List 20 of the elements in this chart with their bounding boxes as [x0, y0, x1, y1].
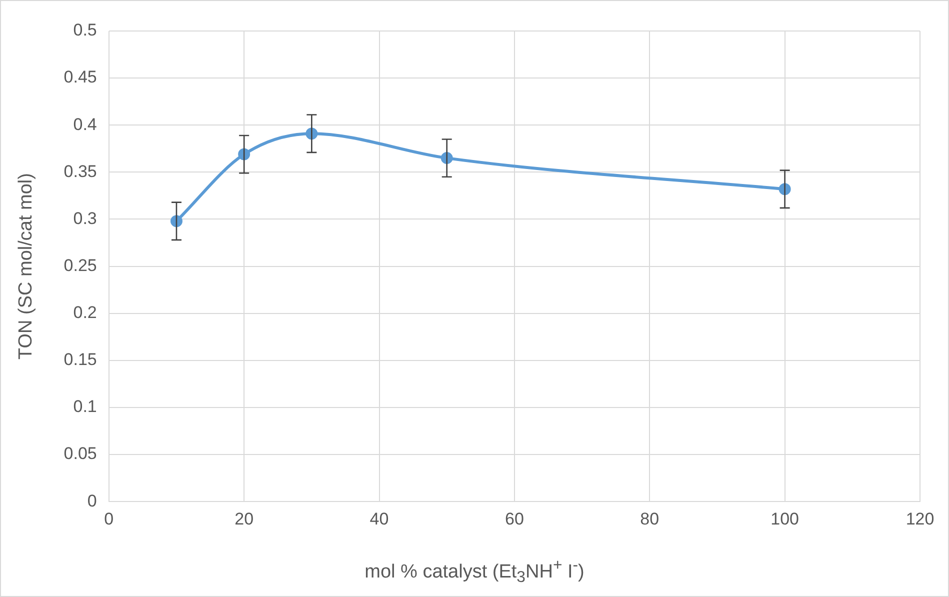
y-tick-label: 0.2	[73, 303, 97, 322]
x-tick-label: 20	[234, 509, 254, 528]
y-axis-title: TON (SC mol/cat mol)	[16, 173, 37, 360]
x-tick-label: 40	[370, 509, 389, 528]
x-tick-label: 120	[906, 509, 934, 528]
y-tick-label: 0.3	[73, 208, 97, 228]
y-tick-label: 0.15	[64, 350, 97, 370]
y-tick-label: 0.4	[73, 114, 97, 134]
x-tick-label: 0	[104, 509, 114, 528]
y-tick-label: 0.1	[73, 397, 97, 416]
y-tick-label: 0.05	[64, 444, 97, 464]
y-tick-label: 0.35	[64, 162, 97, 181]
x-axis-title: mol % catalyst (Et$_{3}$NH$^{+}$ I$^{-}$)	[364, 557, 586, 588]
x-tick-label: 80	[640, 509, 660, 528]
x-tick-label: 100	[770, 509, 799, 528]
y-tick-label: 0.5	[73, 20, 97, 40]
x-tick-label: 60	[504, 509, 524, 528]
y-tick-label: 0	[87, 491, 97, 510]
y-tick-label: 0.25	[64, 256, 97, 275]
y-tick-label: 0.45	[64, 68, 97, 87]
